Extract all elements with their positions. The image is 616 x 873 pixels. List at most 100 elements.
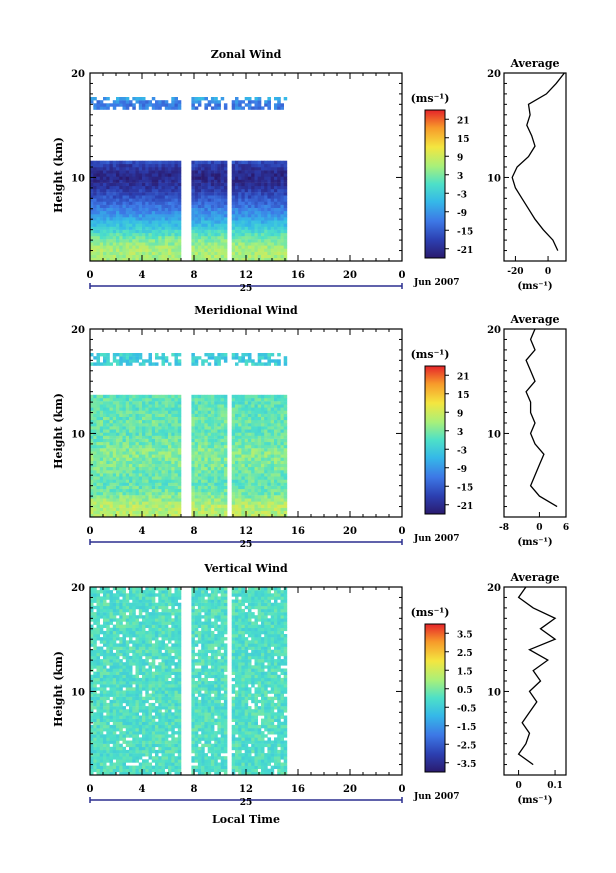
heatmap-cell xyxy=(254,435,258,439)
heatmap-cell xyxy=(142,362,146,366)
heatmap-cell xyxy=(274,359,278,363)
heatmap-cell xyxy=(158,401,162,405)
heatmap-cell xyxy=(247,198,252,202)
heatmap-cell xyxy=(283,416,288,421)
heatmap-cell xyxy=(161,223,165,227)
heatmap-cell xyxy=(194,173,199,177)
heatmap-cell xyxy=(238,507,242,511)
heatmap-cell xyxy=(174,195,178,199)
heatmap-cell xyxy=(174,356,178,360)
heatmap-cell xyxy=(106,630,110,635)
heatmap-cell xyxy=(145,513,149,518)
heatmap-cell xyxy=(274,507,278,511)
heatmap-cell xyxy=(132,448,136,452)
heatmap-cell xyxy=(109,771,113,776)
heatmap-cell xyxy=(238,407,242,411)
heatmap-cell xyxy=(207,239,212,243)
heatmap-cell xyxy=(99,163,104,168)
heatmap-cell xyxy=(106,605,110,610)
heatmap-cell xyxy=(138,223,143,227)
heatmap-cell xyxy=(109,229,113,234)
heatmap-cell xyxy=(217,163,221,168)
heatmap-cell xyxy=(251,404,255,408)
heatmap-cell xyxy=(135,179,139,183)
heatmap-cell xyxy=(155,198,159,202)
heatmap-cell xyxy=(244,217,249,221)
heatmap-cell xyxy=(132,466,136,471)
heatmap-cell xyxy=(247,432,252,436)
heatmap-cell xyxy=(125,435,130,439)
heatmap-cell xyxy=(223,482,228,486)
heatmap-cell xyxy=(223,239,228,243)
heatmap-cell xyxy=(261,235,265,240)
heatmap-cell xyxy=(241,407,245,411)
heatmap-cell xyxy=(138,454,143,458)
heatmap-cell xyxy=(148,195,152,199)
heatmap-cell xyxy=(254,513,258,518)
heatmap-cell xyxy=(264,495,268,499)
heatmap-cell xyxy=(201,432,205,436)
heatmap-cell xyxy=(223,460,228,464)
heatmap-cell xyxy=(145,426,149,430)
heatmap-cell xyxy=(194,254,199,259)
heatmap-cell xyxy=(99,173,104,177)
heatmap-cell xyxy=(109,254,113,259)
heatmap-cell xyxy=(247,163,252,168)
heatmap-cell xyxy=(231,220,236,224)
heatmap-cell xyxy=(103,510,107,515)
heatmap-cell xyxy=(99,771,104,776)
heatmap-cell xyxy=(93,170,97,174)
heatmap-cell xyxy=(283,495,288,499)
heatmap-cell xyxy=(238,192,242,196)
heatmap-cell xyxy=(158,251,162,255)
heatmap-cell xyxy=(254,192,258,196)
heatmap-cell xyxy=(125,482,130,486)
heatmap-cell xyxy=(207,460,212,464)
heatmap-cell xyxy=(99,476,104,480)
heatmap-cell xyxy=(247,245,252,249)
heatmap-cell xyxy=(132,460,136,464)
heatmap-cell xyxy=(207,416,212,421)
heatmap-cell xyxy=(214,466,218,471)
heatmap-cell xyxy=(197,163,202,168)
heatmap-cell xyxy=(155,163,159,168)
heatmap-cell xyxy=(264,404,268,408)
heatmap-cell xyxy=(158,510,162,515)
heatmap-cell xyxy=(106,674,110,679)
heatmap-cell xyxy=(145,235,149,240)
heatmap-cell xyxy=(90,495,94,499)
heatmap-cell xyxy=(93,220,97,224)
heatmap-cell xyxy=(119,407,123,411)
heatmap-cell xyxy=(244,476,249,480)
heatmap-cell xyxy=(168,476,172,480)
heatmap-cell xyxy=(116,410,120,414)
heatmap-cell xyxy=(220,416,225,421)
heatmap-cell xyxy=(261,254,265,259)
heatmap-cell xyxy=(274,482,278,486)
heatmap-cell xyxy=(93,470,97,474)
heatmap-cell xyxy=(155,419,159,424)
heatmap-cell xyxy=(148,100,152,104)
heatmap-cell xyxy=(251,210,255,215)
heatmap-cell xyxy=(235,176,239,180)
heatmap-cell xyxy=(223,419,228,424)
heatmap-cell xyxy=(151,441,156,446)
heatmap-cell xyxy=(264,441,268,446)
heatmap-cell xyxy=(274,242,278,246)
heatmap-cell xyxy=(270,160,275,165)
heatmap-cell xyxy=(90,448,94,452)
heatmap-cell xyxy=(264,103,268,107)
heatmap-cell xyxy=(223,441,228,446)
heatmap-cell xyxy=(125,182,130,187)
heatmap-cell xyxy=(177,170,182,174)
heatmap-cell xyxy=(207,245,212,249)
heatmap-cell xyxy=(238,239,242,243)
heatmap-cell xyxy=(210,419,215,424)
heatmap-cell xyxy=(210,394,215,399)
heatmap-cell xyxy=(264,485,268,490)
heatmap-cell xyxy=(220,413,225,417)
heatmap-cell xyxy=(109,681,113,685)
heatmap-cell xyxy=(96,410,100,414)
heatmap-cell xyxy=(96,699,100,704)
heatmap-cell xyxy=(168,204,172,208)
